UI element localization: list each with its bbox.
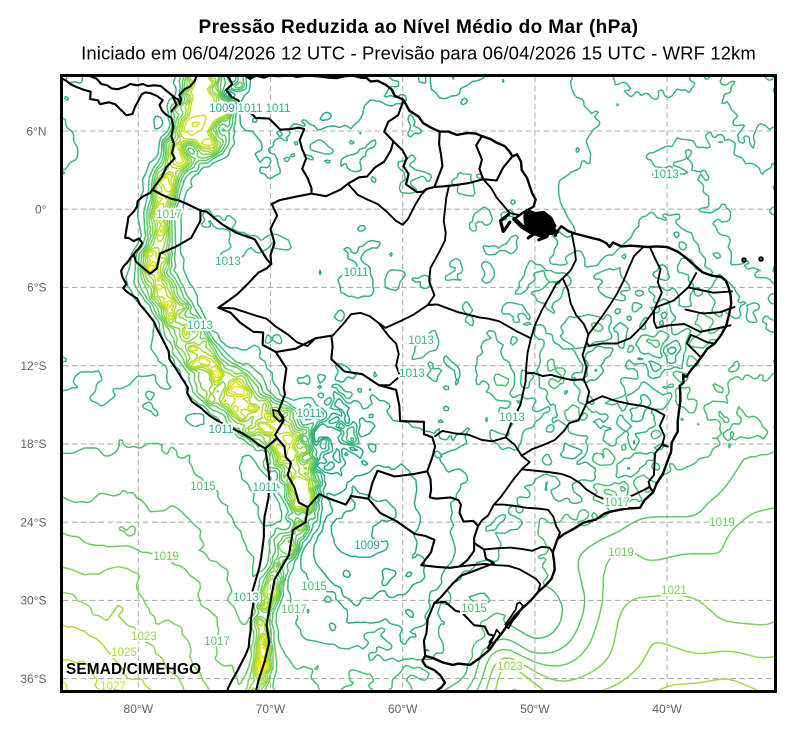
- svg-text:Iniciado em 06/04/2026 12 UTC: Iniciado em 06/04/2026 12 UTC - Previsão…: [81, 43, 756, 64]
- svg-text:1023: 1023: [131, 631, 157, 643]
- svg-text:1017: 1017: [204, 636, 230, 648]
- svg-text:1017: 1017: [281, 604, 307, 616]
- svg-text:1021: 1021: [661, 585, 687, 597]
- svg-text:1027: 1027: [100, 681, 126, 693]
- svg-text:1011: 1011: [297, 408, 322, 420]
- svg-text:80°W: 80°W: [124, 702, 154, 716]
- svg-text:1017: 1017: [156, 209, 182, 221]
- svg-text:1015: 1015: [190, 481, 216, 493]
- svg-text:1023: 1023: [497, 661, 523, 673]
- svg-text:1015: 1015: [301, 581, 327, 593]
- svg-text:36°S: 36°S: [20, 672, 46, 686]
- svg-text:1013: 1013: [399, 368, 425, 380]
- svg-text:1013: 1013: [499, 412, 525, 424]
- svg-text:1019: 1019: [608, 547, 634, 559]
- svg-text:1019: 1019: [709, 517, 735, 529]
- svg-text:1013: 1013: [408, 335, 434, 347]
- svg-text:70°W: 70°W: [256, 702, 286, 716]
- svg-text:1015: 1015: [461, 603, 487, 615]
- svg-text:6°S: 6°S: [27, 281, 46, 295]
- svg-text:30°S: 30°S: [20, 594, 46, 608]
- svg-text:1011: 1011: [238, 103, 263, 115]
- svg-text:40°W: 40°W: [652, 702, 682, 716]
- svg-text:24°S: 24°S: [20, 516, 46, 530]
- svg-text:1011: 1011: [266, 103, 291, 115]
- svg-text:0°: 0°: [35, 203, 47, 217]
- svg-text:1013: 1013: [233, 592, 259, 604]
- svg-text:1009: 1009: [209, 103, 235, 115]
- svg-text:6°N: 6°N: [26, 124, 46, 138]
- svg-text:1011: 1011: [344, 267, 369, 279]
- svg-text:Pressão Reduzida ao Nível Médi: Pressão Reduzida ao Nível Médio do Mar (…: [199, 17, 639, 38]
- svg-text:1011: 1011: [209, 424, 234, 436]
- svg-text:1025: 1025: [111, 647, 137, 659]
- svg-text:1019: 1019: [153, 551, 179, 563]
- svg-text:1009: 1009: [354, 540, 380, 552]
- svg-text:1011: 1011: [253, 482, 278, 494]
- svg-text:18°S: 18°S: [20, 437, 46, 451]
- svg-text:60°W: 60°W: [388, 702, 418, 716]
- svg-text:1013: 1013: [187, 320, 213, 332]
- svg-text:1017: 1017: [604, 497, 630, 509]
- svg-text:1013: 1013: [653, 169, 679, 181]
- svg-text:12°S: 12°S: [20, 359, 46, 373]
- svg-text:1013: 1013: [215, 256, 241, 268]
- svg-text:SEMAD/CIMEHGO: SEMAD/CIMEHGO: [66, 661, 201, 678]
- svg-text:50°W: 50°W: [520, 702, 550, 716]
